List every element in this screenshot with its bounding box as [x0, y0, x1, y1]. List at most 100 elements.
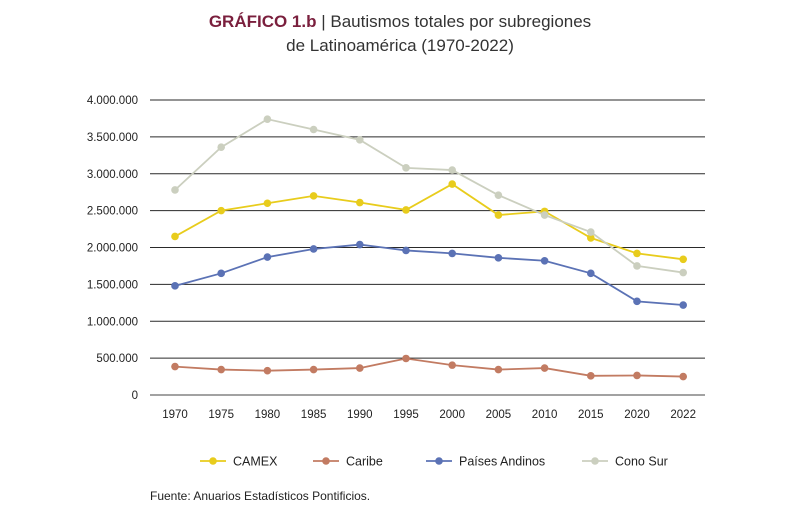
- data-point: [679, 301, 687, 309]
- data-point: [633, 297, 641, 306]
- chart-title-separator: |: [321, 12, 326, 31]
- x-tick-label: 2022: [670, 409, 696, 421]
- data-point: [633, 262, 641, 270]
- series-line-camex: [174, 183, 684, 261]
- data-point: [679, 372, 687, 381]
- data-point: [263, 253, 272, 261]
- data-point: [540, 256, 549, 265]
- data-point: [217, 365, 225, 374]
- y-tick-label: 1.500.000: [87, 279, 138, 291]
- chart-figure-label: GRÁFICO 1.b: [208, 12, 317, 31]
- data-point: [587, 228, 595, 236]
- series-cono-sur: [171, 115, 687, 277]
- legend-label: CAMEX: [233, 455, 278, 469]
- chart-title-text: Bautismos totales por subregiones: [330, 12, 592, 31]
- y-tick-label: 500.000: [96, 353, 138, 365]
- x-tick-label: 1975: [208, 409, 234, 421]
- data-point: [309, 192, 318, 200]
- data-point: [633, 249, 641, 258]
- x-tick-label: 2000: [439, 409, 465, 421]
- data-point: [171, 282, 179, 290]
- data-point: [587, 372, 595, 380]
- data-point: [448, 180, 457, 188]
- data-point: [587, 269, 595, 278]
- data-point: [171, 232, 179, 241]
- x-tick-label: 2005: [486, 409, 512, 421]
- data-point: [494, 365, 503, 374]
- data-point: [494, 191, 503, 199]
- legend: CAMEX Caribe Países Andinos Cono Sur: [200, 455, 668, 469]
- data-point: [402, 206, 410, 214]
- x-tick-label: 2020: [624, 409, 650, 421]
- x-tick-label: 1980: [255, 409, 281, 421]
- data-point: [402, 164, 410, 172]
- data-point: [217, 143, 225, 151]
- legend-item-camex: CAMEX: [200, 455, 278, 469]
- x-tick-label: 1985: [301, 409, 327, 421]
- data-point: [494, 254, 503, 262]
- data-point: [679, 268, 687, 277]
- data-point: [263, 199, 272, 208]
- legend-swatch-marker: [322, 457, 330, 465]
- y-axis: 0 500.000 1.000.000 1.500.000 2.000.000 2.500…: [87, 95, 138, 402]
- data-point: [540, 211, 549, 219]
- data-point: [309, 125, 318, 134]
- data-point: [263, 366, 272, 375]
- series-group: [171, 115, 687, 381]
- data-point: [171, 362, 179, 371]
- data-point: [263, 115, 272, 123]
- legend-item-caribe: Caribe: [313, 455, 383, 469]
- data-point: [356, 198, 364, 207]
- data-point: [448, 361, 457, 369]
- x-axis: 1970 1975 1980 1985 1990 1995 2000 2005 2010 2015…: [162, 409, 696, 421]
- source-note: Fuente: Anuarios Estadísticos Pontificio…: [150, 489, 371, 503]
- series-line-paises-andinos: [174, 243, 684, 306]
- data-point: [309, 365, 318, 374]
- data-point: [679, 255, 687, 264]
- x-tick-label: 1970: [162, 409, 188, 421]
- y-tick-label: 4.000.000: [87, 95, 138, 107]
- series-caribe: [171, 354, 687, 381]
- data-point: [633, 371, 641, 380]
- chart-subtitle: de Latinoamérica (1970-2022): [286, 36, 514, 55]
- series-camex: [171, 180, 687, 264]
- y-tick-label: 3.000.000: [87, 169, 138, 181]
- data-point: [540, 364, 549, 372]
- data-point: [217, 269, 225, 278]
- data-point: [309, 245, 318, 253]
- data-point: [402, 354, 410, 363]
- data-point: [494, 211, 503, 219]
- legend-swatch-marker: [209, 457, 217, 465]
- chart-title: GRÁFICO 1.b | Bautismos totales por subr…: [0, 10, 800, 58]
- data-point: [356, 240, 364, 249]
- legend-label: Caribe: [346, 455, 383, 469]
- legend-item-paises-andinos: Países Andinos: [426, 455, 545, 469]
- data-point: [356, 364, 364, 372]
- data-point: [217, 206, 225, 215]
- y-tick-label: 2.500.000: [87, 206, 138, 218]
- chart-title-line1: GRÁFICO 1.b | Bautismos totales por subr…: [0, 10, 800, 34]
- y-tick-label: 3.500.000: [87, 132, 138, 144]
- series-paises-andinos: [171, 240, 687, 309]
- legend-swatch-marker: [591, 457, 599, 465]
- data-point: [448, 249, 457, 258]
- series-line-cono-sur: [174, 118, 684, 274]
- data-point: [587, 234, 595, 242]
- y-tick-label: 0: [132, 390, 138, 402]
- series-line-caribe: [174, 357, 684, 378]
- data-point: [448, 166, 457, 174]
- legend-label: Cono Sur: [615, 455, 668, 469]
- y-tick-label: 2.000.000: [87, 243, 138, 255]
- x-tick-label: 1990: [347, 409, 373, 421]
- data-point: [171, 186, 179, 194]
- data-point: [356, 136, 364, 144]
- x-tick-label: 2015: [578, 409, 604, 421]
- legend-item-cono-sur: Cono Sur: [582, 455, 668, 469]
- x-tick-label: 2010: [532, 409, 558, 421]
- legend-swatch-marker: [435, 457, 443, 465]
- y-tick-label: 1.000.000: [87, 316, 138, 328]
- data-point: [402, 246, 410, 255]
- x-tick-label: 1995: [393, 409, 419, 421]
- legend-label: Países Andinos: [459, 455, 545, 469]
